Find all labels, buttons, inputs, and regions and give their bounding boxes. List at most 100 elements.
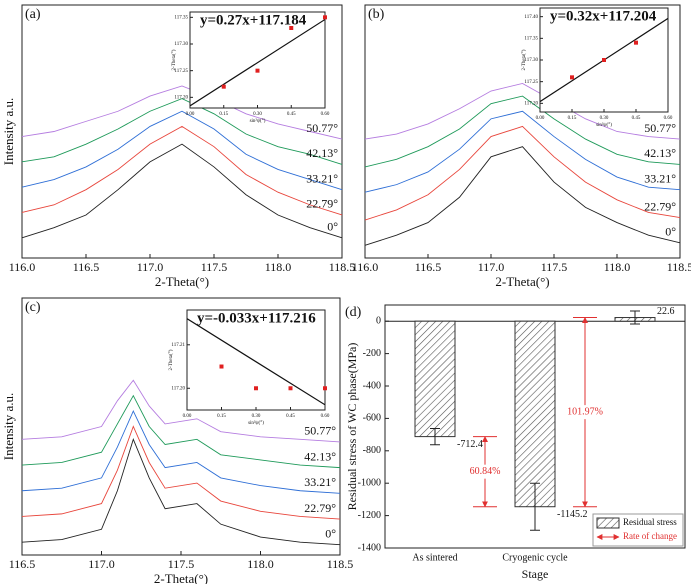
inset-y-tick-label: 117.35 [524, 36, 538, 41]
y-tick-label: 0 [376, 315, 381, 326]
inset-x-tick-label: 0.15 [219, 112, 228, 117]
x-axis-label: 2-Theta(°) [154, 571, 208, 584]
inset-x-tick-label: 0.00 [536, 116, 545, 121]
spectrum-line [21, 143, 343, 239]
legend-label: Rate of change [623, 531, 677, 541]
inset-y-label: 2-Theta(°) [169, 349, 174, 370]
bar [414, 320, 456, 438]
y-tick-label: -400 [363, 380, 381, 391]
y-axis-label: Intensity a.u. [1, 393, 16, 461]
inset-x-tick-label: 0.30 [252, 414, 261, 419]
series-label: 22.79° [306, 197, 338, 211]
series-label: 33.21° [306, 171, 338, 185]
x-tick-label: Cryogenic cycle [502, 552, 568, 563]
inset-y-tick-label: 117.35 [174, 15, 188, 20]
spectrum-line [21, 98, 343, 165]
fit-line [190, 18, 325, 107]
error-bar [430, 428, 440, 446]
x-tick-label: 116.5 [9, 557, 36, 571]
x-tick-label: 116.0 [9, 260, 36, 274]
value-label: -712.4 [457, 439, 483, 450]
x-tick-label: 116.5 [415, 260, 442, 274]
inset-y-label: 2-Theta(°) [172, 49, 177, 70]
fit-line [187, 318, 325, 406]
y-axis-label: Intensity a.u. [1, 98, 16, 166]
inset-y-tick-label: 117.21 [171, 343, 185, 348]
fit-equation: y=0.32x+117.204 [550, 8, 657, 24]
x-tick-label: 117.0 [137, 260, 164, 274]
x-tick-label: 118.0 [247, 557, 274, 571]
y-tick-label: -1000 [358, 477, 381, 488]
y-tick-label: -800 [363, 445, 381, 456]
rate-label: 60.84% [470, 466, 501, 477]
spectrum-line [21, 379, 341, 443]
rate-label: 101.97% [567, 406, 603, 417]
inset-point [221, 84, 226, 89]
spectrum-line [21, 125, 343, 216]
error-bar [630, 310, 640, 325]
x-tick-label: 117.0 [478, 260, 505, 274]
rate-label-bg [563, 405, 607, 420]
y-axis-label: Residual stress of WC phase(MPa) [345, 343, 359, 511]
x-tick-label: 116.5 [73, 260, 100, 274]
value-label: -1145.2 [557, 509, 587, 520]
inset-x-tick-label: 0.30 [253, 112, 262, 117]
inset-point [288, 386, 293, 391]
series-label: 42.13° [306, 146, 338, 160]
x-tick-label: 117.5 [541, 260, 568, 274]
spectrum-line [21, 394, 341, 469]
panel-label: (a) [25, 7, 41, 22]
spectrum-line [21, 425, 341, 520]
rate-label-bg [463, 464, 507, 479]
inset-point [323, 15, 327, 20]
inset-x-tick-label: 0.45 [632, 116, 641, 121]
inset-x-tick-label: 0.45 [287, 112, 296, 117]
inset-y-label: 2-Theta(°) [522, 49, 527, 70]
inset-x-tick-label: 0.60 [321, 112, 330, 117]
inset-background [186, 309, 326, 411]
plot-frame [384, 304, 686, 549]
inset-point [570, 75, 574, 80]
series-label: 0° [325, 526, 336, 540]
inset-point [323, 386, 327, 391]
y-tick-label: -1400 [358, 542, 381, 553]
bar [514, 320, 556, 508]
inset-point [254, 386, 258, 391]
series-label: 22.79° [304, 501, 336, 515]
inset-point [602, 58, 606, 62]
spectrum-line [364, 82, 681, 140]
inset-x-tick-label: 0.60 [321, 414, 330, 419]
inset-x-label: sin²ψ(°) [248, 420, 264, 426]
y-tick-label: -600 [363, 413, 381, 424]
inset-x-tick-label: 0.00 [186, 112, 195, 117]
inset-x-tick-label: 0.00 [183, 414, 192, 419]
inset-x-label: sin²ψ(°) [596, 122, 612, 128]
inset-y-tick-label: 117.30 [524, 58, 538, 63]
series-label: 50.77° [644, 121, 676, 135]
inset-y-tick-label: 117.25 [174, 69, 188, 74]
fit-equation: y=-0.033x+117.216 [197, 310, 316, 326]
inset-x-tick-label: 0.45 [286, 414, 295, 419]
inset-x-tick-label: 0.15 [568, 116, 577, 121]
spectrum-line [21, 85, 343, 140]
x-tick-label: 118.0 [265, 260, 292, 274]
x-axis-label: Stage [522, 567, 549, 581]
inset-y-tick-label: 117.30 [174, 42, 188, 47]
series-label: 0° [327, 220, 338, 234]
spectrum-line [21, 438, 341, 546]
panel-label: (d) [345, 305, 362, 320]
x-tick-label: 117.5 [201, 260, 228, 274]
spectrum-line [364, 95, 681, 168]
panel-label: (c) [25, 300, 41, 315]
series-label: 0° [665, 225, 676, 239]
x-tick-label: 116.0 [352, 260, 379, 274]
inset-y-tick-label: 117.25 [524, 80, 538, 85]
series-label: 33.21° [644, 171, 676, 185]
plot-frame [364, 4, 681, 259]
inset-y-tick-label: 117.20 [171, 386, 185, 391]
inset-point [289, 26, 294, 30]
spectrum-line [364, 125, 681, 221]
inset-y-tick-label: 117.40 [524, 15, 538, 20]
inset-x-tick-label: 0.60 [664, 116, 673, 121]
